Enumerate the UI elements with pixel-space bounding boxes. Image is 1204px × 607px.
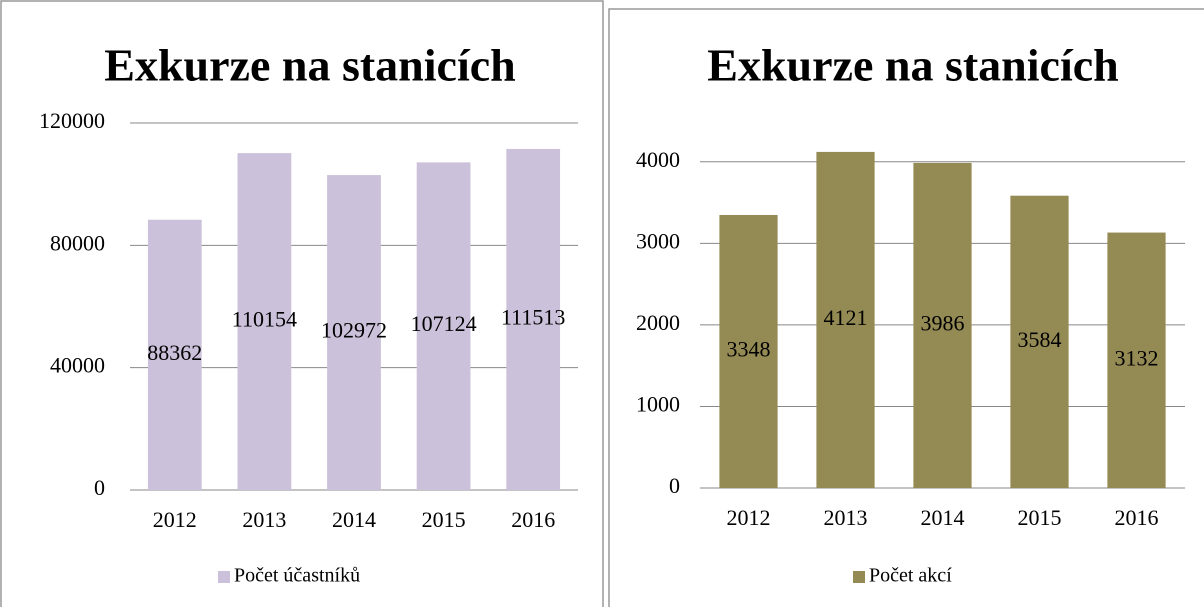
- bar: [147, 219, 202, 490]
- legend-swatch: [853, 571, 865, 583]
- y-tick-label: 0: [94, 475, 105, 500]
- y-tick-label: 4000: [636, 147, 680, 172]
- y-tick-label: 120000: [39, 108, 105, 133]
- legend-label: Počet účastníků: [234, 565, 360, 587]
- x-tick-label: 2013: [242, 507, 286, 532]
- chart-title: Exkurze na stanicích: [707, 40, 1118, 91]
- x-tick-label: 2012: [153, 507, 197, 532]
- bar: [416, 162, 471, 491]
- bar: [913, 162, 972, 488]
- legend-swatch: [218, 571, 230, 583]
- bar: [506, 148, 561, 491]
- data-label: 3986: [921, 311, 965, 336]
- y-tick-label: 1000: [636, 391, 680, 416]
- data-label: 102972: [321, 318, 387, 343]
- legend-label: Počet akcí: [869, 565, 952, 587]
- bar: [719, 214, 778, 488]
- data-label: 110154: [232, 307, 297, 332]
- x-tick-label: 2015: [422, 507, 466, 532]
- x-tick-label: 2012: [727, 505, 771, 530]
- y-tick-label: 2000: [636, 310, 680, 335]
- x-tick-label: 2014: [332, 507, 376, 532]
- y-tick-label: 80000: [50, 230, 105, 255]
- x-tick-label: 2015: [1018, 505, 1062, 530]
- data-label: 111513: [501, 305, 565, 330]
- bar: [1010, 195, 1069, 488]
- x-tick-label: 2016: [1115, 505, 1159, 530]
- bar: [327, 175, 381, 490]
- data-label: 3132: [1115, 345, 1159, 370]
- data-label: 88362: [147, 340, 202, 365]
- data-label: 107124: [411, 311, 477, 336]
- panel-border: [0, 0, 604, 607]
- data-label: 3348: [727, 337, 771, 362]
- panel-border: [608, 8, 1204, 607]
- x-tick-label: 2014: [921, 505, 965, 530]
- y-tick-label: 3000: [636, 228, 680, 253]
- x-tick-label: 2013: [824, 505, 868, 530]
- chart-title: Exkurze na stanicích: [104, 40, 515, 91]
- bar: [816, 151, 875, 489]
- y-tick-label: 40000: [50, 353, 105, 378]
- data-label: 3584: [1018, 327, 1062, 352]
- bar: [237, 153, 292, 490]
- bar: [1107, 232, 1166, 488]
- data-label: 4121: [824, 305, 868, 330]
- x-tick-label: 2016: [511, 507, 555, 532]
- y-tick-label: 0: [669, 473, 680, 498]
